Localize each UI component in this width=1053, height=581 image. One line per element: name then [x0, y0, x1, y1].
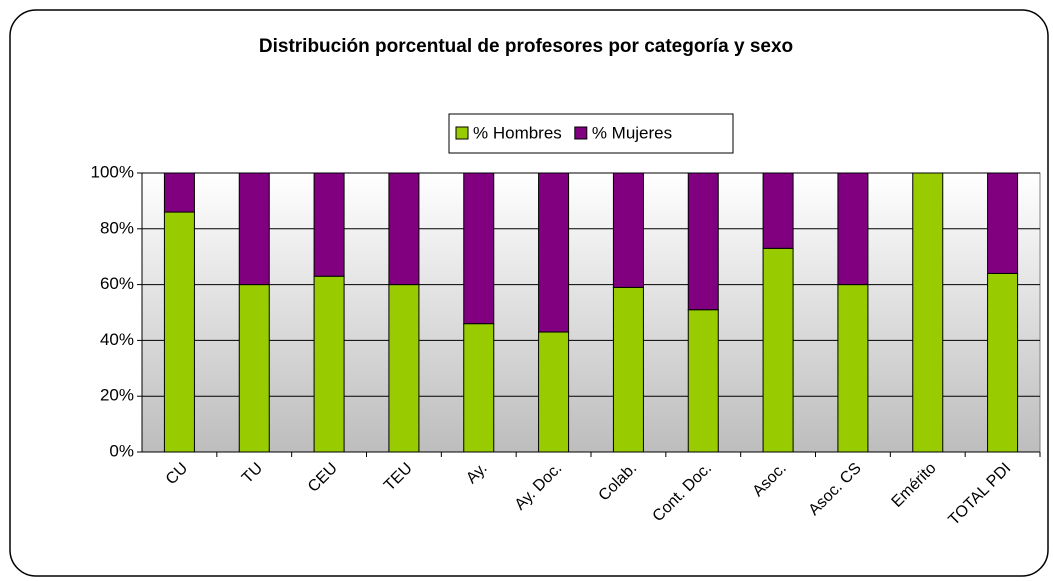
bar-segment	[463, 323, 495, 453]
bar-segment	[837, 284, 869, 453]
legend: % Hombres % Mujeres	[448, 113, 734, 154]
bar-segment	[762, 172, 794, 249]
bar-segment	[987, 272, 1019, 453]
y-tick-label: 20%	[100, 386, 134, 405]
bar-segment	[163, 211, 195, 453]
plot-area	[141, 172, 1041, 453]
bar-segment	[837, 172, 869, 286]
bar-segment	[163, 172, 195, 213]
bar-segment	[388, 284, 420, 453]
bar-segment	[463, 172, 495, 325]
bar-segment	[612, 286, 644, 453]
bar-segment	[313, 275, 345, 453]
legend-label: % Hombres	[473, 123, 562, 142]
bar-segment	[538, 331, 570, 453]
legend-box	[448, 113, 734, 154]
bar-segment	[313, 172, 345, 277]
bar-segment	[538, 172, 570, 333]
bar-segment	[987, 172, 1019, 274]
chart-title: Distribución porcentual de profesores po…	[259, 36, 793, 57]
bar-segment	[388, 172, 420, 286]
y-tick-label: 60%	[100, 274, 134, 293]
bar-segment	[912, 172, 944, 453]
bar-segment	[762, 247, 794, 453]
y-tick-label: 40%	[100, 330, 134, 349]
legend-label: % Mujeres	[592, 123, 672, 142]
y-tick-label: 0%	[109, 441, 134, 460]
legend-swatch	[455, 126, 469, 140]
bar-segment	[687, 309, 719, 453]
bar-segment	[687, 172, 719, 311]
y-tick-label: 80%	[100, 218, 134, 237]
bar-segment	[238, 172, 270, 286]
bar-segment	[238, 284, 270, 453]
y-tick-label: 100%	[91, 162, 134, 181]
bar-segment	[612, 172, 644, 288]
legend-swatch	[574, 126, 588, 140]
